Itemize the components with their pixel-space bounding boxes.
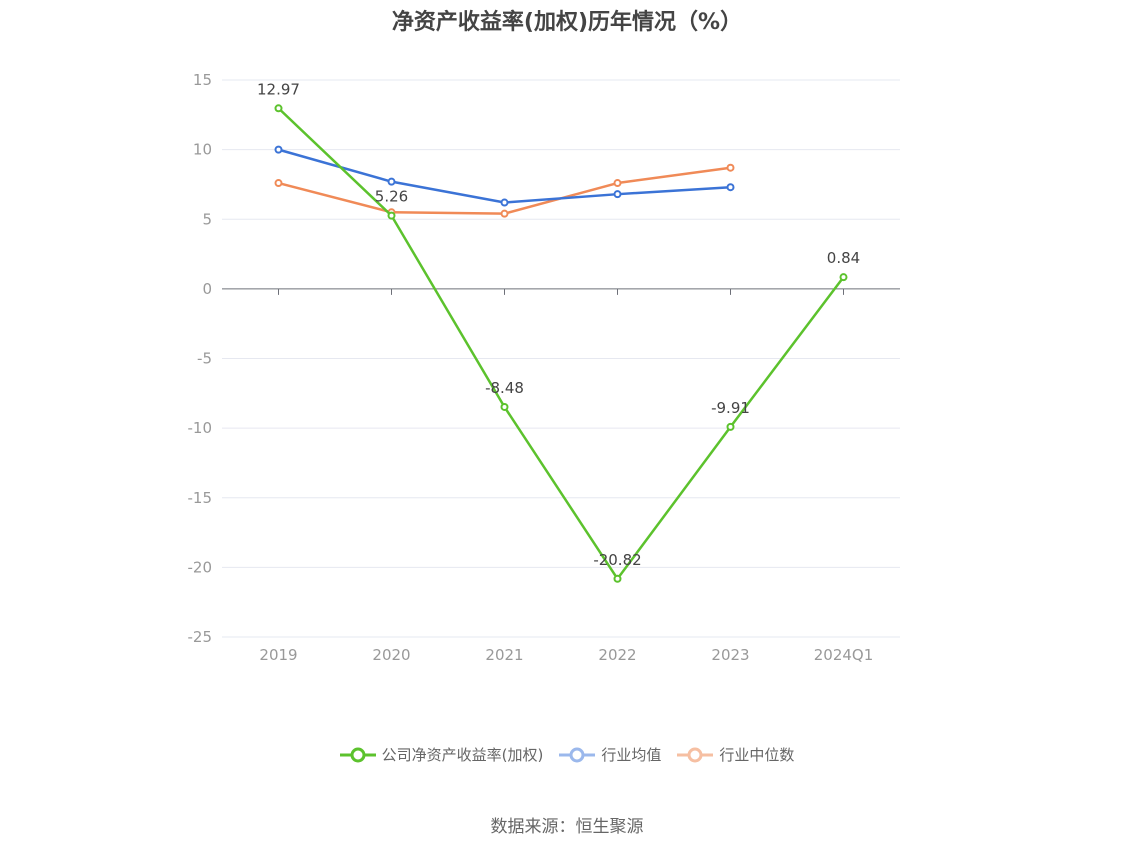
data-label: -8.48 <box>485 379 524 397</box>
y-tick-label: -10 <box>188 419 213 437</box>
x-tick-label: 2023 <box>711 646 749 664</box>
legend-marker-industry-mean-icon <box>559 747 596 762</box>
series-company-roe-point <box>613 574 622 583</box>
y-tick-label: -20 <box>188 558 213 576</box>
series-industry-mean-point <box>500 198 509 207</box>
series-industry-median-point <box>613 179 622 188</box>
legend-marker-company-roe-icon <box>339 747 376 762</box>
series-company-roe-point <box>726 422 735 431</box>
y-tick-label: -5 <box>197 350 212 368</box>
y-tick-label: 0 <box>202 280 212 298</box>
series-industry-median-point <box>500 209 509 218</box>
legend-label-industry-median: 行业中位数 <box>719 746 795 764</box>
series-industry-mean-point <box>387 177 396 186</box>
data-label: 0.84 <box>827 249 860 267</box>
x-tick-label: 2021 <box>485 646 523 664</box>
legend-label-company-roe: 公司净资产收益率(加权) <box>381 746 544 764</box>
x-tick-label: 2020 <box>372 646 410 664</box>
series-industry-median-point <box>274 179 283 188</box>
series-company-roe-line <box>277 107 845 581</box>
data-label: 12.97 <box>257 80 300 98</box>
chart-title: 净资产收益率(加权)历年情况（%） <box>391 10 743 35</box>
data-source-note: 数据来源：恒生聚源 <box>490 817 644 837</box>
series-company-roe-point <box>274 104 283 113</box>
y-tick-label: 5 <box>202 210 212 228</box>
y-tick-label: 15 <box>193 71 212 89</box>
series-industry-mean-point <box>613 190 622 199</box>
legend-item-industry-mean[interactable]: 行业均值 <box>559 744 661 765</box>
series-industry-median-point <box>726 163 735 172</box>
chart-legend: 公司净资产收益率(加权) 行业均值 行业中位数 <box>0 744 1134 765</box>
x-tick-label: 2019 <box>259 646 297 664</box>
series-industry-mean-point <box>274 145 283 154</box>
line-chart-plot: 15 10 5 0 -5 -10 -15 -20 -25 2019 2020 2021 2022 2023… <box>188 71 900 664</box>
legend-item-industry-median[interactable]: 行业中位数 <box>677 744 794 765</box>
data-label: -20.82 <box>593 551 641 569</box>
y-tick-label: -25 <box>188 628 213 646</box>
series-company-roe-point <box>500 402 509 411</box>
legend-marker-industry-median-icon <box>677 747 714 762</box>
series-company-roe-point <box>839 273 848 282</box>
x-tick-label: 2022 <box>598 646 636 664</box>
legend-item-company-roe[interactable]: 公司净资产收益率(加权) <box>339 744 544 765</box>
y-tick-label: 10 <box>193 141 212 159</box>
x-tick-label: 2024Q1 <box>814 646 874 664</box>
series-company-roe-point <box>387 211 396 220</box>
data-label: -9.91 <box>711 399 750 417</box>
data-label: 5.26 <box>375 188 408 206</box>
legend-label-industry-mean: 行业均值 <box>601 746 662 764</box>
y-tick-label: -15 <box>188 489 213 507</box>
series-industry-mean-point <box>726 183 735 192</box>
